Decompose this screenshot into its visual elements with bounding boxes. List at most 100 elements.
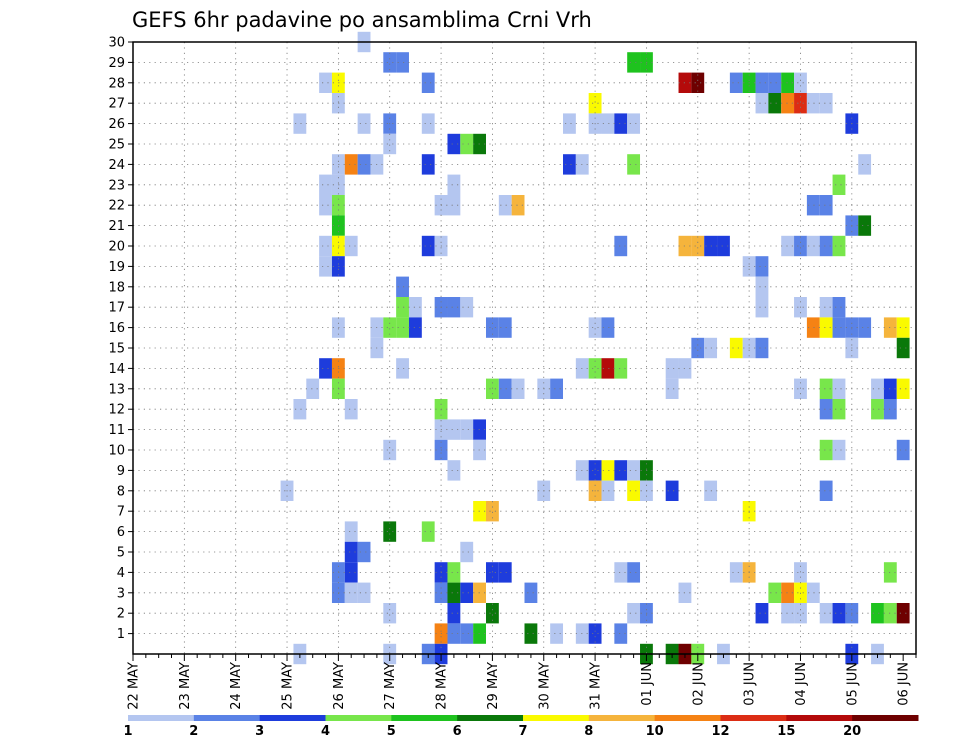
heatmap-cell <box>806 235 820 257</box>
heatmap-cell <box>344 541 358 563</box>
heatmap-cell <box>883 562 897 583</box>
heatmap-cell <box>614 113 628 134</box>
heatmap-cell <box>819 439 833 461</box>
legend-label: 3 <box>255 724 264 739</box>
heatmap-cell <box>383 317 397 338</box>
grid-lines <box>133 42 916 654</box>
heatmap-cell <box>383 133 397 155</box>
heatmap-cell <box>511 195 525 216</box>
legend-swatch <box>786 715 853 721</box>
heatmap-cell <box>588 623 602 644</box>
y-tick-label: 13 <box>108 382 125 397</box>
heatmap-cell <box>781 72 795 93</box>
heatmap-cell <box>704 235 718 257</box>
heatmap-cell <box>832 399 846 420</box>
heatmap-cell <box>293 113 307 134</box>
heatmap-cell <box>498 317 512 338</box>
heatmap-cell <box>691 337 705 359</box>
heatmap-cell <box>871 378 884 399</box>
heatmap-cell <box>485 317 499 338</box>
heatmap-cells <box>280 31 910 665</box>
y-tick-label: 15 <box>108 342 125 357</box>
heatmap-cell <box>806 195 820 216</box>
heatmap-cell <box>447 133 461 155</box>
y-tick-label: 10 <box>108 444 125 459</box>
heatmap-cell <box>357 113 371 134</box>
heatmap-cell <box>832 317 846 338</box>
legend-label: 4 <box>321 724 330 739</box>
heatmap-cell <box>498 562 512 583</box>
heatmap-cell <box>819 480 833 501</box>
heatmap-cell <box>819 378 833 399</box>
heatmap-cell <box>344 582 358 603</box>
heatmap-cell <box>601 460 615 481</box>
y-tick-label: 23 <box>108 178 125 193</box>
y-tick-label: 8 <box>117 484 125 499</box>
legend-swatch <box>588 715 656 721</box>
heatmap-cell <box>883 317 897 338</box>
heatmap-cell <box>832 603 846 624</box>
heatmap-cell <box>871 603 884 624</box>
heatmap-cell <box>447 174 461 195</box>
heatmap-cell <box>768 72 782 93</box>
heatmap-cell <box>883 603 897 624</box>
legend-swatch <box>325 715 392 721</box>
heatmap-cell <box>614 235 628 257</box>
legend-label: 5 <box>387 724 396 739</box>
heatmap-cell <box>755 297 769 318</box>
heatmap-cell <box>896 603 910 624</box>
heatmap-cell <box>460 297 474 318</box>
heatmap-cell <box>614 623 628 644</box>
heatmap-cell <box>563 154 576 175</box>
heatmap-cell <box>691 72 705 93</box>
y-tick-label: 5 <box>117 546 125 561</box>
heatmap-cell <box>614 358 628 379</box>
heatmap-cell <box>832 439 846 461</box>
heatmap-cell <box>421 72 435 93</box>
heatmap-cell <box>717 235 730 257</box>
heatmap-cell <box>524 623 538 644</box>
heatmap-cell <box>794 562 807 583</box>
heatmap-cell <box>832 297 846 318</box>
legend-swatch <box>523 715 590 721</box>
y-tick-label: 1 <box>117 627 125 642</box>
heatmap-cell <box>498 378 512 399</box>
legend-swatch <box>720 715 787 721</box>
heatmap-cell <box>511 378 525 399</box>
heatmap-cell <box>729 337 743 359</box>
heatmap-cell <box>421 235 435 257</box>
heatmap-cell <box>498 195 512 216</box>
heatmap-cell <box>447 460 461 481</box>
y-tick-label: 12 <box>108 403 125 418</box>
y-tick-label: 26 <box>108 117 125 132</box>
heatmap-cell <box>896 337 910 359</box>
legend-label: 20 <box>843 724 861 739</box>
heatmap-cell <box>319 256 332 277</box>
x-tick-label: 03 JUN <box>743 662 758 706</box>
heatmap-cell <box>460 541 474 563</box>
x-tick-label: 25 MAY <box>281 662 296 710</box>
x-tick-label: 28 MAY <box>435 662 450 710</box>
chart-title: GEFS 6hr padavine po ansamblima Crni Vrh <box>132 8 592 32</box>
heatmap-cell <box>883 378 897 399</box>
y-tick-label: 28 <box>108 76 125 91</box>
heatmap-cell <box>357 582 371 603</box>
heatmap-cell <box>614 562 628 583</box>
heatmap-cell <box>781 93 795 114</box>
heatmap-cell <box>588 460 602 481</box>
legend-label: 12 <box>711 724 729 739</box>
legend-swatch <box>128 715 195 721</box>
x-tick-label: 24 MAY <box>229 662 244 710</box>
heatmap-cell <box>485 562 499 583</box>
x-tick-label: 29 MAY <box>486 662 501 710</box>
legend-label: 15 <box>777 724 795 739</box>
heatmap-cell <box>460 582 474 603</box>
y-tick-label: 30 <box>108 36 125 51</box>
heatmap-cell <box>383 603 397 624</box>
heatmap-cell <box>871 399 884 420</box>
heatmap-cell <box>524 582 538 603</box>
y-tick-label: 19 <box>108 260 125 275</box>
heatmap-cell <box>755 276 769 297</box>
heatmap-cell <box>781 235 795 257</box>
y-tick-label: 14 <box>108 362 125 377</box>
